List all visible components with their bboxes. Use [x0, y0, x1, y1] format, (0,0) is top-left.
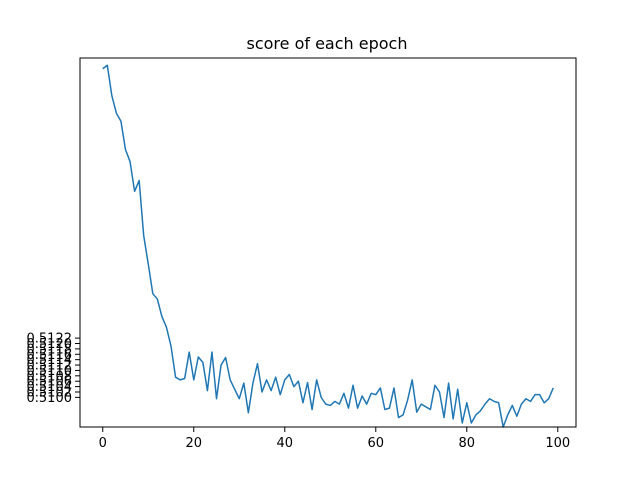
x-axis: 0 20 40 60 80 100: [99, 427, 570, 451]
x-tick-label: 0: [99, 436, 107, 451]
y-tick-label: 0.5110: [27, 364, 73, 379]
y-tick-label: 0.5122: [27, 332, 73, 347]
y-tick-label: 0.5104: [27, 380, 73, 395]
y-tick-label: 0.5116: [27, 348, 73, 363]
x-tick-label: 40: [276, 436, 293, 451]
plot-frame: [79, 57, 577, 428]
y-tick-label: 0.5100: [27, 391, 73, 406]
series-layer: [102, 64, 554, 428]
y-tick-label: 0.5112: [27, 359, 73, 374]
x-tick-label: 60: [368, 436, 385, 451]
x-tick-label: 80: [459, 436, 476, 451]
x-tick-label: 100: [545, 436, 570, 451]
y-tick-label: 0.5108: [27, 369, 73, 384]
chart-title: score of each epoch: [247, 34, 408, 53]
series-line: [102, 64, 554, 428]
y-axis: 0.51000.51020.51040.51060.51080.51100.51…: [27, 332, 80, 406]
y-tick-label: 0.5106: [27, 375, 73, 390]
y-tick-label: 0.5102: [27, 385, 73, 400]
y-tick-label: 0.5118: [27, 342, 73, 357]
y-tick-label: 0.5120: [27, 337, 73, 352]
y-tick-label: 0.5114: [27, 353, 73, 368]
x-tick-label: 20: [185, 436, 202, 451]
